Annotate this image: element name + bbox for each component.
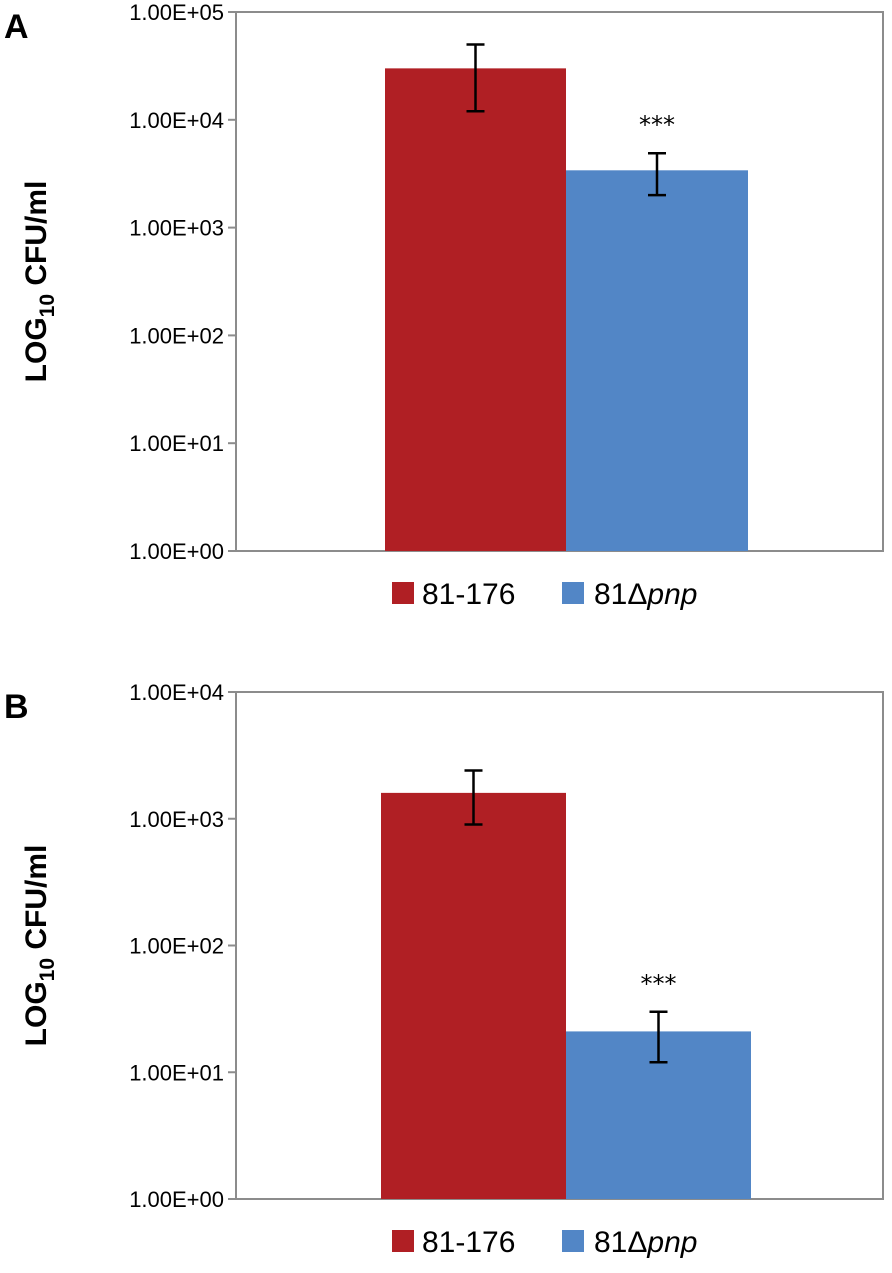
y-tick-label: 1.00E+03 xyxy=(129,216,224,241)
legend-entry-italic: pnp xyxy=(646,578,697,611)
legend-swatch xyxy=(392,582,414,604)
y-tick-label: 1.00E+04 xyxy=(129,680,224,705)
y-axis-label-main: LOG xyxy=(20,981,53,1046)
y-tick-label: 1.00E+00 xyxy=(129,1187,224,1212)
significance-annotation: *** xyxy=(641,970,677,998)
y-tick-label: 1.00E+03 xyxy=(129,807,224,832)
y-axis-label-units: CFU/ml xyxy=(20,181,53,294)
panel-label: A xyxy=(4,8,29,46)
y-tick-label: 1.00E+02 xyxy=(129,934,224,959)
y-axis-label: LOG10 CFU/ml xyxy=(20,845,59,1047)
legend-entry: 81Δpnp xyxy=(594,1226,697,1259)
panel-label: B xyxy=(4,688,29,726)
bar-wild-type xyxy=(381,792,566,1199)
chart-panel-b: B 1.00E+00 1.00E+01 1.00E+02 1.00E+03 1.00E+0… xyxy=(4,680,884,1259)
y-tick-label: 1.00E+00 xyxy=(129,539,224,564)
y-axis-label-subscript: 10 xyxy=(36,294,59,317)
legend-swatch xyxy=(392,1230,414,1252)
legend-swatch xyxy=(562,582,584,604)
y-axis-label-units: CFU/ml xyxy=(20,845,53,958)
y-tick-label: 1.00E+02 xyxy=(129,323,224,348)
legend-entry: 81-176 xyxy=(422,578,515,611)
legend-entry-italic: pnp xyxy=(646,1226,697,1259)
legend-entry: 81Δpnp xyxy=(594,578,697,611)
legend-swatch xyxy=(562,1230,584,1252)
y-axis-label-main: LOG xyxy=(20,317,53,382)
legend-entry-text: 81-176 xyxy=(422,578,515,611)
legend-entry: 81-176 xyxy=(422,1226,515,1259)
y-axis-label: LOG10 CFU/ml xyxy=(20,181,59,383)
chart-panel-a: A 1.00E+00 1.00E+01 1.00E+02 1.00E+03 1.00E+0… xyxy=(4,0,884,611)
legend-entry-text: 81Δ xyxy=(594,1226,647,1259)
y-tick-label: 1.00E+01 xyxy=(129,431,224,456)
legend-entry-text: 81-176 xyxy=(422,1226,515,1259)
bar-mutant xyxy=(566,170,748,551)
y-tick-label: 1.00E+01 xyxy=(129,1060,224,1085)
bar-wild-type xyxy=(385,68,566,551)
y-tick-label: 1.00E+04 xyxy=(129,108,224,133)
legend-entry-text: 81Δ xyxy=(594,578,647,611)
significance-annotation: *** xyxy=(639,111,675,139)
y-tick-label: 1.00E+05 xyxy=(129,0,224,25)
y-axis-label-subscript: 10 xyxy=(36,958,59,981)
